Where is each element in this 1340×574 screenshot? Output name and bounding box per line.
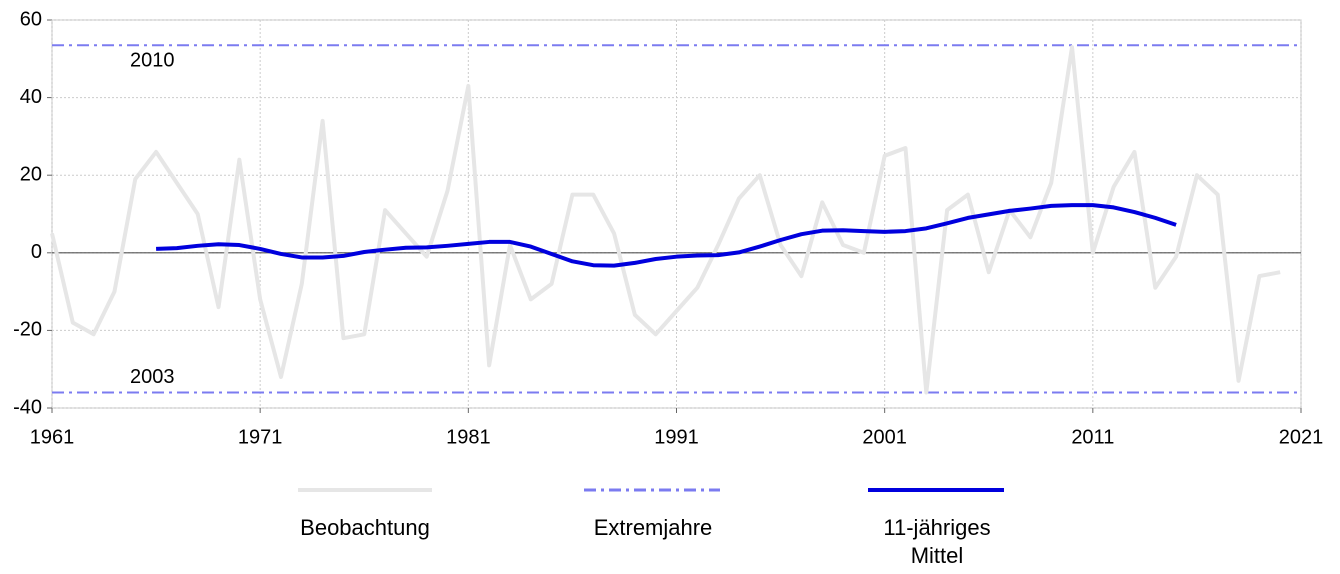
data-line	[50, 45, 1281, 395]
data-line	[156, 203, 1177, 268]
legend-label: 11-jähriges Mittel	[883, 515, 991, 568]
legend-label: Beobachtung	[300, 515, 430, 540]
extreme-label: 2010	[130, 50, 175, 72]
x-tick-label: 1991	[654, 426, 699, 448]
legend-label: Extremjahre	[593, 515, 713, 540]
x-tick-label: 2001	[862, 426, 907, 448]
y-tick-label: 60	[20, 8, 42, 30]
y-tick-label: -40	[13, 396, 42, 418]
y-tick-label: 40	[20, 86, 42, 108]
x-tick-label: 1971	[238, 426, 283, 448]
x-tick-label: 1981	[446, 426, 491, 448]
x-tick-label: 1961	[30, 426, 75, 448]
y-tick-label: -20	[13, 319, 42, 341]
x-tick-label: 2011	[1071, 426, 1114, 448]
x-tick-label: 2021	[1279, 426, 1324, 448]
extreme-label: 2003	[130, 366, 175, 388]
y-tick-label: 20	[20, 163, 42, 185]
y-tick-label: 0	[31, 241, 42, 263]
